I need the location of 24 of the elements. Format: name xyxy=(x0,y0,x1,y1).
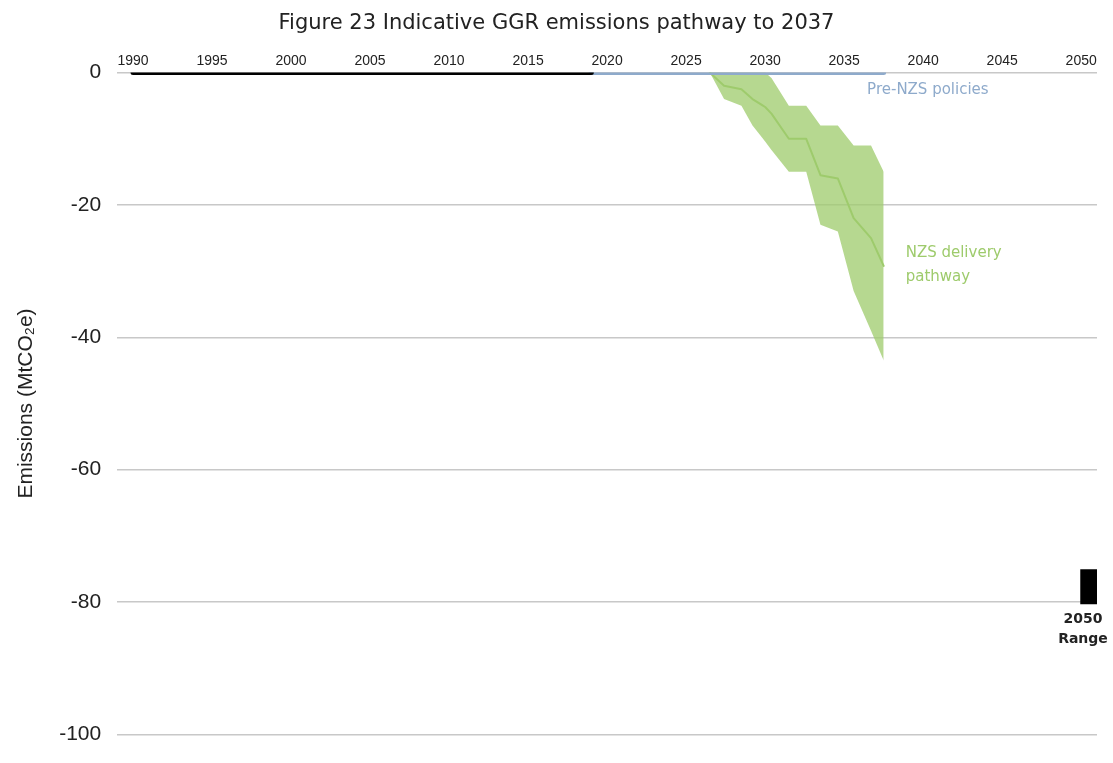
x-tick-label: 2035 xyxy=(828,52,860,69)
x-tick-label: 2025 xyxy=(670,52,702,69)
x-tick-label: 2010 xyxy=(433,52,465,69)
series-label: Pre-NZS policies xyxy=(867,79,989,98)
series-label: 2050 Range xyxy=(1058,609,1108,646)
chart-title: Figure 23 Indicative GGR emissions pathway to 2037 xyxy=(277,9,836,36)
x-tick-label: 2005 xyxy=(354,52,386,69)
x-tick-label: 2000 xyxy=(275,52,307,69)
y-tick-label: 0 xyxy=(89,59,102,83)
x-tick-label: 2015 xyxy=(512,52,544,69)
x-tick-label: 2050 xyxy=(1065,52,1097,69)
y-tick-label: -100 xyxy=(59,721,102,745)
x-tick-label: 1990 xyxy=(117,52,149,69)
y-tick-label: -40 xyxy=(70,324,102,348)
y-tick-label: -60 xyxy=(70,456,102,480)
series-label: NZS delivery pathway xyxy=(905,243,1002,286)
x-tick-label: 2040 xyxy=(907,52,939,69)
x-tick-label: 2030 xyxy=(749,52,781,69)
y-tick-label: -80 xyxy=(70,588,102,612)
x-tick-label: 1995 xyxy=(196,52,228,69)
y-tick-label: -20 xyxy=(70,191,102,215)
x-tick-label: 2020 xyxy=(591,52,623,69)
x-tick-label: 2045 xyxy=(986,52,1018,69)
y-axis-title: Emissions (MtCO₂e) xyxy=(13,308,37,499)
